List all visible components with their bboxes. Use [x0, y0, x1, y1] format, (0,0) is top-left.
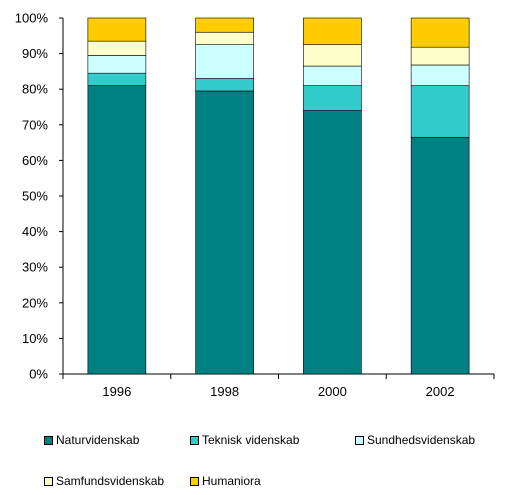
y-tick-label: 60% — [22, 153, 48, 168]
bar-segment — [195, 31, 254, 46]
y-tick-label: 10% — [22, 331, 48, 346]
y-tick-label: 90% — [22, 46, 48, 61]
bar-segment — [195, 90, 254, 375]
y-tick-label: 100% — [15, 11, 49, 26]
y-axis-ticks: 0% 10% 20% 30% 40% 50% 60% 70% 80% 90% 100% — [15, 11, 63, 382]
bar-segment — [87, 72, 147, 86]
bar-segment — [303, 85, 362, 111]
bar-segment — [303, 17, 362, 46]
bar-segment — [195, 78, 254, 92]
x-axis-ticks: 1996 1998 2000 2002 — [62, 374, 495, 399]
bar-segment — [410, 64, 470, 86]
bar-segment — [303, 44, 362, 67]
bar-segment — [410, 136, 470, 375]
x-tick-label: 1998 — [210, 384, 239, 399]
bar-segment — [87, 55, 147, 74]
bar-segment — [410, 17, 470, 48]
x-tick-label: 2002 — [426, 384, 455, 399]
y-tick-label: 70% — [22, 117, 48, 132]
bar-segment — [87, 40, 147, 56]
y-tick-label: 20% — [22, 295, 48, 310]
bar-segment — [87, 85, 147, 375]
y-tick-label: 40% — [22, 224, 48, 239]
bars — [87, 17, 470, 375]
bar-segment — [195, 17, 254, 33]
bar-segment — [87, 17, 147, 42]
x-tick-label: 2000 — [318, 384, 347, 399]
y-tick-label: 50% — [22, 189, 48, 204]
y-tick-label: 0% — [29, 367, 48, 382]
bar-segment — [303, 110, 362, 375]
bar-segment — [195, 44, 254, 79]
y-tick-label: 80% — [22, 82, 48, 97]
x-tick-label: 1996 — [102, 384, 131, 399]
bar-segment — [410, 85, 470, 138]
bar-segment — [410, 46, 470, 66]
y-tick-label: 30% — [22, 260, 48, 275]
bar-segment — [303, 65, 362, 86]
